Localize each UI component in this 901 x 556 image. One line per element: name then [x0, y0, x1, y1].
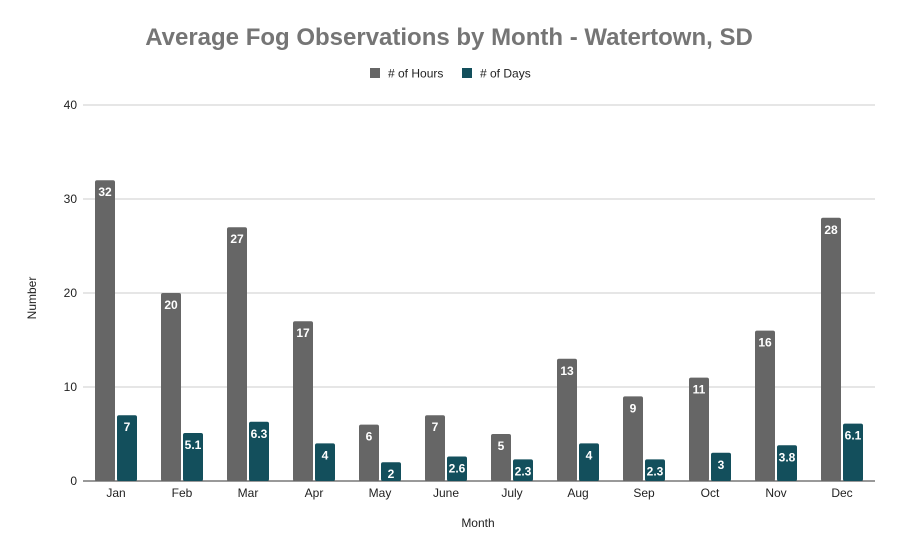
bar-hours	[425, 415, 445, 481]
bar-label-days: 7	[124, 420, 131, 434]
legend: # of Hours # of Days	[370, 67, 531, 81]
y-axis-ticks: 0 10 20 30 40	[64, 98, 875, 488]
chart-title: Average Fog Observations by Month - Wate…	[145, 24, 753, 51]
bar-days	[645, 459, 665, 481]
x-tick-label: Dec	[831, 486, 852, 500]
y-tick-label: 20	[64, 286, 78, 300]
x-tick-label: Nov	[765, 486, 786, 500]
bar-hours	[95, 180, 115, 481]
bar-label-days: 2.3	[647, 464, 664, 478]
bar-label-days: 4	[586, 448, 593, 462]
bar-label-days: 3.8	[779, 450, 796, 464]
y-tick-label: 40	[64, 98, 78, 112]
x-tick-label: Jan	[106, 486, 125, 500]
x-tick-label: Aug	[567, 486, 588, 500]
bar-label-hours: 16	[758, 336, 772, 350]
bar-days	[513, 459, 533, 481]
bar-hours	[227, 227, 247, 481]
y-axis-title: Number	[25, 277, 39, 320]
bar-hours	[161, 293, 181, 481]
x-tick-label: Apr	[305, 486, 324, 500]
bar-hours	[293, 321, 313, 481]
bar-label-days: 3	[718, 458, 725, 472]
bar-days	[711, 452, 731, 481]
bar-label-days: 2	[388, 467, 395, 481]
bar-days	[579, 443, 599, 481]
x-tick-label: Feb	[172, 486, 193, 500]
gridlines	[83, 104, 875, 388]
bar-days	[249, 421, 269, 481]
x-tick-label: Sep	[633, 486, 655, 500]
x-tick-label: June	[433, 486, 459, 500]
bar-label-hours: 17	[296, 326, 310, 340]
bar-hours	[623, 396, 643, 481]
x-tick-label: May	[369, 486, 392, 500]
bar-hours	[755, 330, 775, 481]
bar-label-hours: 27	[230, 232, 244, 246]
bar-days	[381, 462, 401, 481]
x-axis-title: Month	[461, 516, 494, 530]
bar-label-days: 4	[322, 448, 329, 462]
bar-label-hours: 9	[630, 401, 637, 415]
x-tick-label: July	[501, 486, 522, 500]
legend-swatch-hours	[370, 68, 380, 78]
bar-days	[315, 443, 335, 481]
legend-label-hours: # of Hours	[388, 67, 443, 81]
x-tick-label: Mar	[238, 486, 259, 500]
bar-hours	[491, 434, 511, 481]
bar-label-hours: 32	[98, 185, 112, 199]
bar-hours	[689, 377, 709, 481]
x-tick-label: Oct	[701, 486, 720, 500]
bar-label-hours: 6	[366, 430, 373, 444]
bar-label-hours: 7	[432, 420, 439, 434]
bar-hours	[821, 217, 841, 482]
legend-label-days: # of Days	[480, 67, 531, 81]
bar-label-hours: 13	[560, 364, 574, 378]
bar-days	[843, 423, 863, 481]
y-tick-label: 30	[64, 192, 78, 206]
bar-days	[183, 433, 203, 481]
x-axis-ticks: Jan Feb Mar Apr May June July Aug Sep Oct Nov Dec	[106, 486, 852, 500]
bar-label-hours: 20	[164, 298, 178, 312]
bar-label-days: 5.1	[185, 438, 202, 452]
bar-label-days: 6.3	[251, 427, 268, 441]
legend-swatch-days	[462, 68, 472, 78]
bar-label-hours: 11	[693, 383, 706, 397]
bar-label-hours: 5	[498, 439, 505, 453]
bar-days	[777, 445, 797, 481]
bar-days	[117, 415, 137, 481]
y-tick-label: 10	[64, 380, 78, 394]
bar-label-days: 2.6	[449, 462, 466, 476]
bar-label-days: 2.3	[515, 464, 532, 478]
bar-hours	[557, 358, 577, 481]
bars: 327205.1276.31746272.652.313492.3113163.…	[95, 180, 863, 481]
bar-label-days: 6.1	[845, 429, 862, 443]
bar-label-hours: 28	[824, 223, 838, 237]
y-tick-label: 0	[70, 474, 77, 488]
bar-hours	[359, 424, 379, 481]
bar-days	[447, 456, 467, 481]
